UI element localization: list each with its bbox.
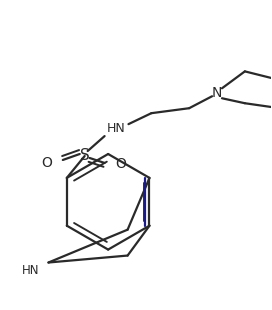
Text: O: O xyxy=(115,157,126,171)
Text: HN: HN xyxy=(22,264,39,277)
Text: S: S xyxy=(80,148,89,163)
Text: N: N xyxy=(212,86,222,100)
Text: HN: HN xyxy=(107,122,126,135)
Text: O: O xyxy=(41,156,52,170)
